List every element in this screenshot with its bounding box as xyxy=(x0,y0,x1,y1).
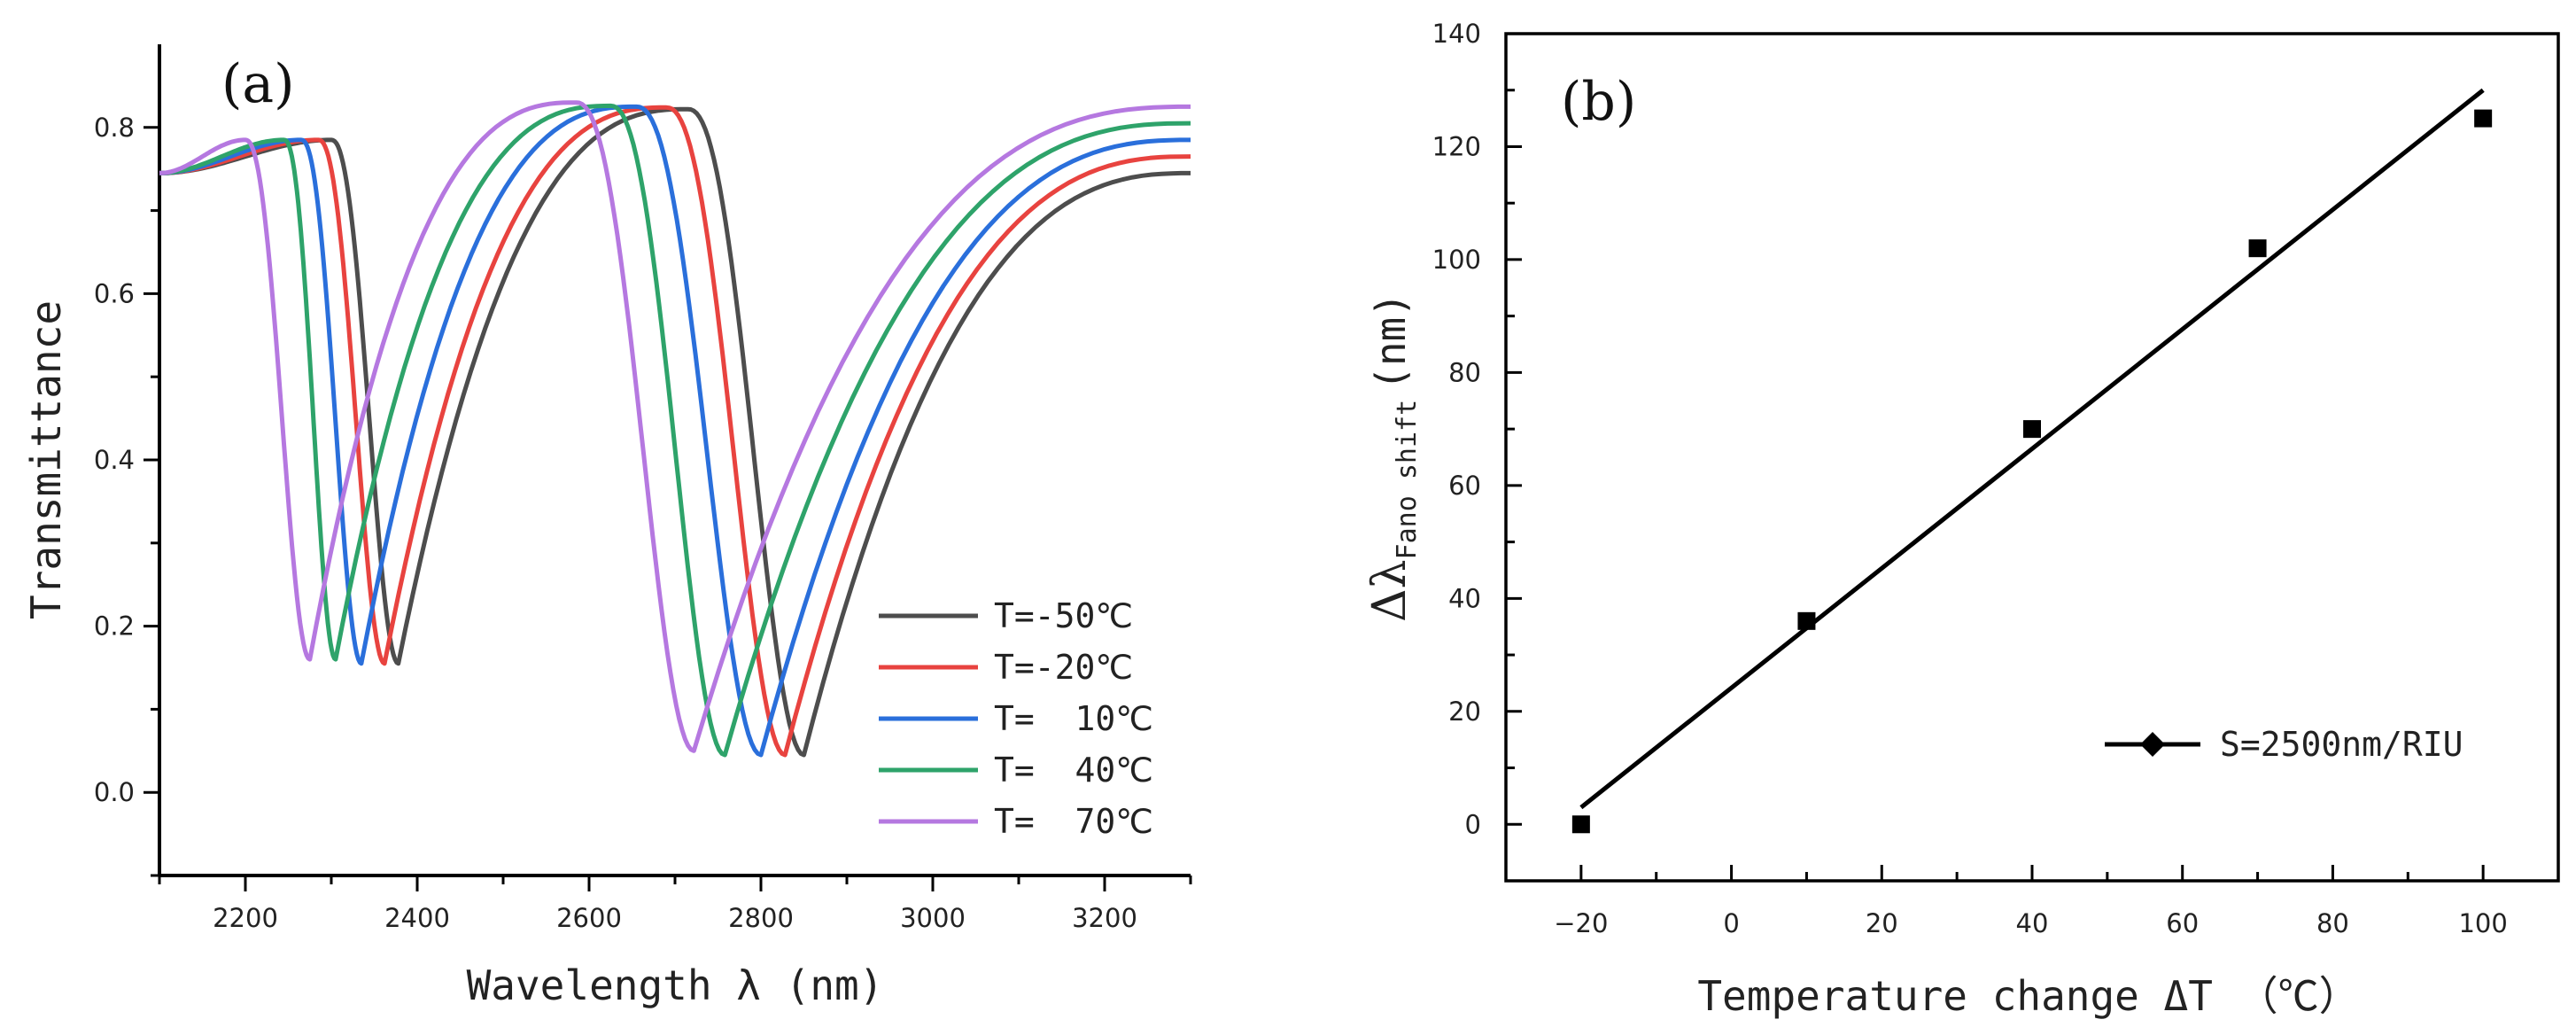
legend-diamond-marker xyxy=(2140,732,2165,757)
panel-b-x-axis-title: Temperature change ΔT （℃） xyxy=(1697,972,2359,1020)
legend-label: S=2500nm/RIU xyxy=(2220,725,2463,764)
x-tick-label: 3000 xyxy=(900,903,966,933)
x-tick-label: −20 xyxy=(1554,908,1608,938)
y-tick-label: 100 xyxy=(1432,245,1481,275)
fit-line xyxy=(1579,88,2485,810)
panel-a-label: (a) xyxy=(221,53,295,115)
y-tick-label: 0.0 xyxy=(94,777,135,807)
x-tick-label: 60 xyxy=(2166,908,2199,938)
x-tick-label: 3200 xyxy=(1072,903,1137,933)
x-tick-label: 2800 xyxy=(728,903,794,933)
data-point xyxy=(1797,611,1816,630)
x-tick-label: 80 xyxy=(2316,908,2349,938)
y-tick-label: 120 xyxy=(1432,131,1481,161)
x-tick-label: 40 xyxy=(2016,908,2049,938)
data-point xyxy=(1571,815,1590,834)
legend-label: T= 10℃ xyxy=(994,699,1153,738)
y-tick-label: 40 xyxy=(1448,583,1481,613)
x-tick-label: 0 xyxy=(1723,908,1739,938)
legend-label: T=-50℃ xyxy=(994,596,1133,635)
y-title-subscript: Fano shift xyxy=(1392,400,1423,560)
panel-b-label: (b) xyxy=(1561,71,1636,133)
y-tick-label: 20 xyxy=(1448,696,1481,727)
panel-a-x-axis-title: Wavelength λ (nm) xyxy=(467,961,884,1009)
y-tick-label: 0.4 xyxy=(94,445,135,475)
data-point xyxy=(2023,420,2041,439)
x-tick-label: 2200 xyxy=(213,903,278,933)
x-tick-label: 2400 xyxy=(384,903,450,933)
series-line-4 xyxy=(159,103,1191,758)
panel-b-legend: S=2500nm/RIU xyxy=(2105,725,2463,764)
y-tick-label: 0 xyxy=(1465,809,1481,839)
data-point xyxy=(2248,239,2267,258)
y-tick-label: 0.8 xyxy=(94,113,135,143)
x-tick-label: 20 xyxy=(1866,908,1898,938)
legend-label: T=-20℃ xyxy=(994,648,1133,687)
y-tick-label: 80 xyxy=(1448,357,1481,387)
series-line-5 xyxy=(159,100,1191,753)
legend-label: T= 40℃ xyxy=(994,751,1153,790)
y-tick-label: 60 xyxy=(1448,471,1481,501)
y-title-unit: (nm) xyxy=(1367,292,1415,391)
x-tick-label: 2600 xyxy=(556,903,622,933)
panel-b-y-axis-title: ΔλFano shift (nm) xyxy=(1363,292,1423,622)
y-tick-label: 0.6 xyxy=(94,278,135,308)
panel-a-legend: T=-50℃ T=-20℃ T= 10℃ T= 40℃ T= 70℃ xyxy=(879,596,1153,841)
panel-a-y-axis-title: Transmittance xyxy=(22,300,70,619)
legend-label: T= 70℃ xyxy=(994,802,1153,841)
y-tick-label: 140 xyxy=(1432,19,1481,49)
y-tick-label: 0.2 xyxy=(94,611,135,642)
data-point xyxy=(2474,109,2493,128)
x-tick-label: 100 xyxy=(2458,908,2507,938)
panel-a-transmittance-chart: 2200 2400 2600 2800 3000 32000.00.20.40.60.8 … xyxy=(22,44,1192,1009)
panel-b-shift-chart: −20 0 20 40 60 80 100 0 20 40 60 80 100 120 140 (b) Te… xyxy=(1363,19,2560,1020)
y-title-main: Δλ xyxy=(1363,559,1416,622)
